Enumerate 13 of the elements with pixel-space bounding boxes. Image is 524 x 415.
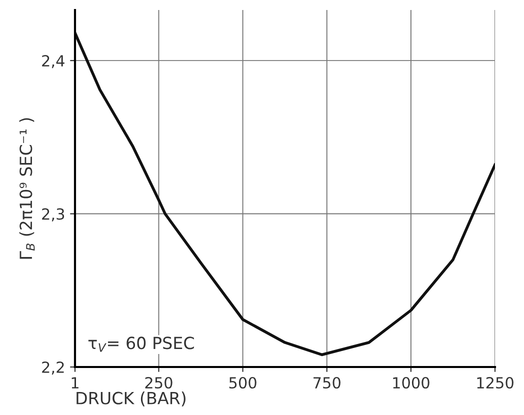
y-axis-title: Γ$_{B}$ (2π10⁹ SEC⁻¹ ) [19, 118, 35, 259]
x-tick-label: 1250 [477, 376, 514, 389]
x-tick-label: 750 [314, 376, 340, 389]
x-tick-label: 1000 [393, 376, 430, 389]
x-tick-label: 1 [72, 377, 78, 388]
x-tick-label: 500 [229, 376, 256, 389]
y-tick-label: 2,4 [42, 55, 64, 68]
line-series [75, 32, 495, 356]
y-tick-label: 2,2 [42, 361, 64, 375]
y-tick-label: 2,3 [42, 208, 64, 222]
x-tick-label: 250 [145, 376, 172, 389]
x-axis-title: DRUCK (BAR) [76, 392, 186, 406]
annotation: τ$_{V}$= 60 PSEC [88, 336, 194, 352]
